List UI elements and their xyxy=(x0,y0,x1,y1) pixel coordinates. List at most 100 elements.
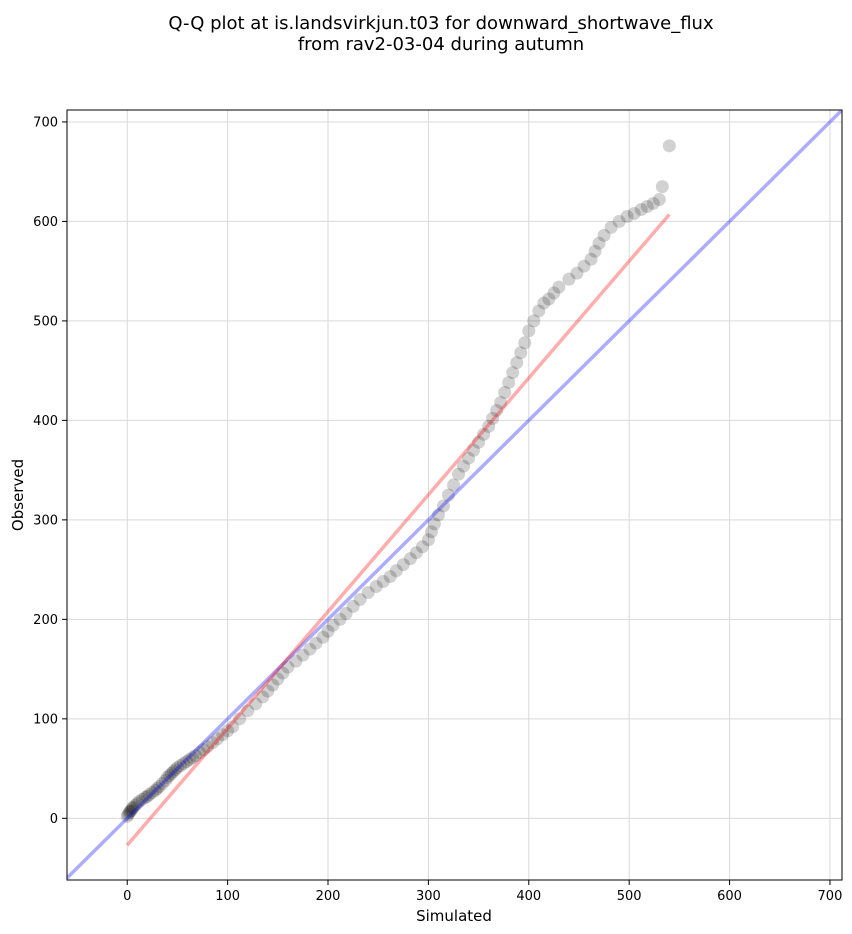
data-point xyxy=(276,666,290,680)
data-point xyxy=(206,736,220,750)
data-point xyxy=(123,804,137,818)
data-point xyxy=(148,783,162,797)
data-point xyxy=(514,346,528,360)
data-point xyxy=(518,336,532,350)
data-point xyxy=(424,525,438,539)
data-point xyxy=(490,403,504,417)
data-point xyxy=(162,769,176,783)
data-point xyxy=(122,805,136,819)
data-point xyxy=(494,395,508,409)
x-tick-label: 700 xyxy=(818,889,843,904)
data-point xyxy=(281,660,295,674)
data-point xyxy=(588,244,602,258)
x-tick-label: 600 xyxy=(717,889,742,904)
data-point xyxy=(321,624,335,638)
data-point xyxy=(339,606,353,620)
data-point xyxy=(537,296,551,310)
data-point xyxy=(211,732,225,746)
data-point xyxy=(296,648,310,662)
data-point xyxy=(652,193,666,207)
data-point xyxy=(155,777,169,791)
data-point xyxy=(462,451,476,465)
data-point xyxy=(179,755,193,769)
data-point xyxy=(124,803,138,817)
data-point xyxy=(502,376,516,390)
data-point xyxy=(552,280,566,294)
data-point xyxy=(160,771,174,785)
data-point xyxy=(467,443,481,457)
data-point xyxy=(542,292,556,306)
data-point xyxy=(316,630,330,644)
data-point xyxy=(138,790,152,804)
data-point xyxy=(164,767,178,781)
data-point xyxy=(482,419,496,433)
data-point xyxy=(415,540,429,554)
data-point xyxy=(140,789,154,803)
data-point xyxy=(562,272,576,286)
data-point xyxy=(128,798,142,812)
axis-ticks: 0 100 200 300 400 500 600 700 0 100 200 300 400 500 60… xyxy=(33,115,842,904)
data-point xyxy=(266,678,280,692)
data-point xyxy=(577,259,591,273)
data-point xyxy=(182,753,196,767)
data-point xyxy=(570,266,584,280)
data-point xyxy=(376,575,390,589)
y-tick-label: 400 xyxy=(33,414,58,429)
data-point xyxy=(241,704,255,718)
data-point xyxy=(125,801,139,815)
plot-area xyxy=(67,110,842,880)
data-point xyxy=(646,197,660,211)
data-point xyxy=(446,478,460,492)
x-tick-label: 400 xyxy=(516,889,541,904)
data-point xyxy=(152,779,166,793)
data-point xyxy=(353,592,367,606)
data-point xyxy=(486,411,500,425)
data-point xyxy=(158,774,172,788)
data-point xyxy=(173,759,187,773)
data-point xyxy=(120,809,134,823)
data-point xyxy=(627,206,641,220)
data-point xyxy=(233,712,247,726)
fit-line xyxy=(125,213,671,847)
data-point xyxy=(431,508,445,522)
y-axis-label: Observed xyxy=(9,459,27,531)
data-point xyxy=(142,787,156,801)
y-tick-label: 200 xyxy=(33,613,58,628)
data-point xyxy=(634,202,648,216)
data-point xyxy=(303,642,317,656)
data-point xyxy=(457,459,471,473)
data-point xyxy=(126,800,140,814)
chart-title-line-1: Q-Q plot at is.landsvirkjun.t03 for down… xyxy=(168,13,714,34)
data-point xyxy=(498,386,512,400)
data-point xyxy=(333,612,347,626)
data-point xyxy=(256,690,270,704)
data-point xyxy=(592,236,606,250)
data-point xyxy=(597,228,611,242)
y-tick-label: 600 xyxy=(33,215,58,230)
data-point xyxy=(427,517,441,531)
data-point xyxy=(421,533,435,547)
x-axis-label: Simulated xyxy=(416,907,492,925)
data-point xyxy=(640,199,654,213)
data-point xyxy=(170,761,184,775)
data-point xyxy=(662,139,676,153)
data-point xyxy=(271,672,285,686)
data-point xyxy=(289,654,303,668)
data-point xyxy=(522,324,536,338)
y-tick-label: 0 xyxy=(50,812,58,827)
data-point xyxy=(168,763,182,777)
data-point xyxy=(249,697,263,711)
data-point xyxy=(361,585,375,599)
data-point xyxy=(346,599,360,613)
y-tick-label: 700 xyxy=(33,115,58,130)
data-point xyxy=(326,618,340,632)
gridlines xyxy=(67,110,842,880)
data-point xyxy=(655,180,669,194)
data-point xyxy=(221,724,235,738)
y-tick-label: 100 xyxy=(33,712,58,727)
data-point xyxy=(226,720,240,734)
data-point xyxy=(176,757,190,771)
data-point xyxy=(185,751,199,765)
data-point xyxy=(188,749,202,763)
